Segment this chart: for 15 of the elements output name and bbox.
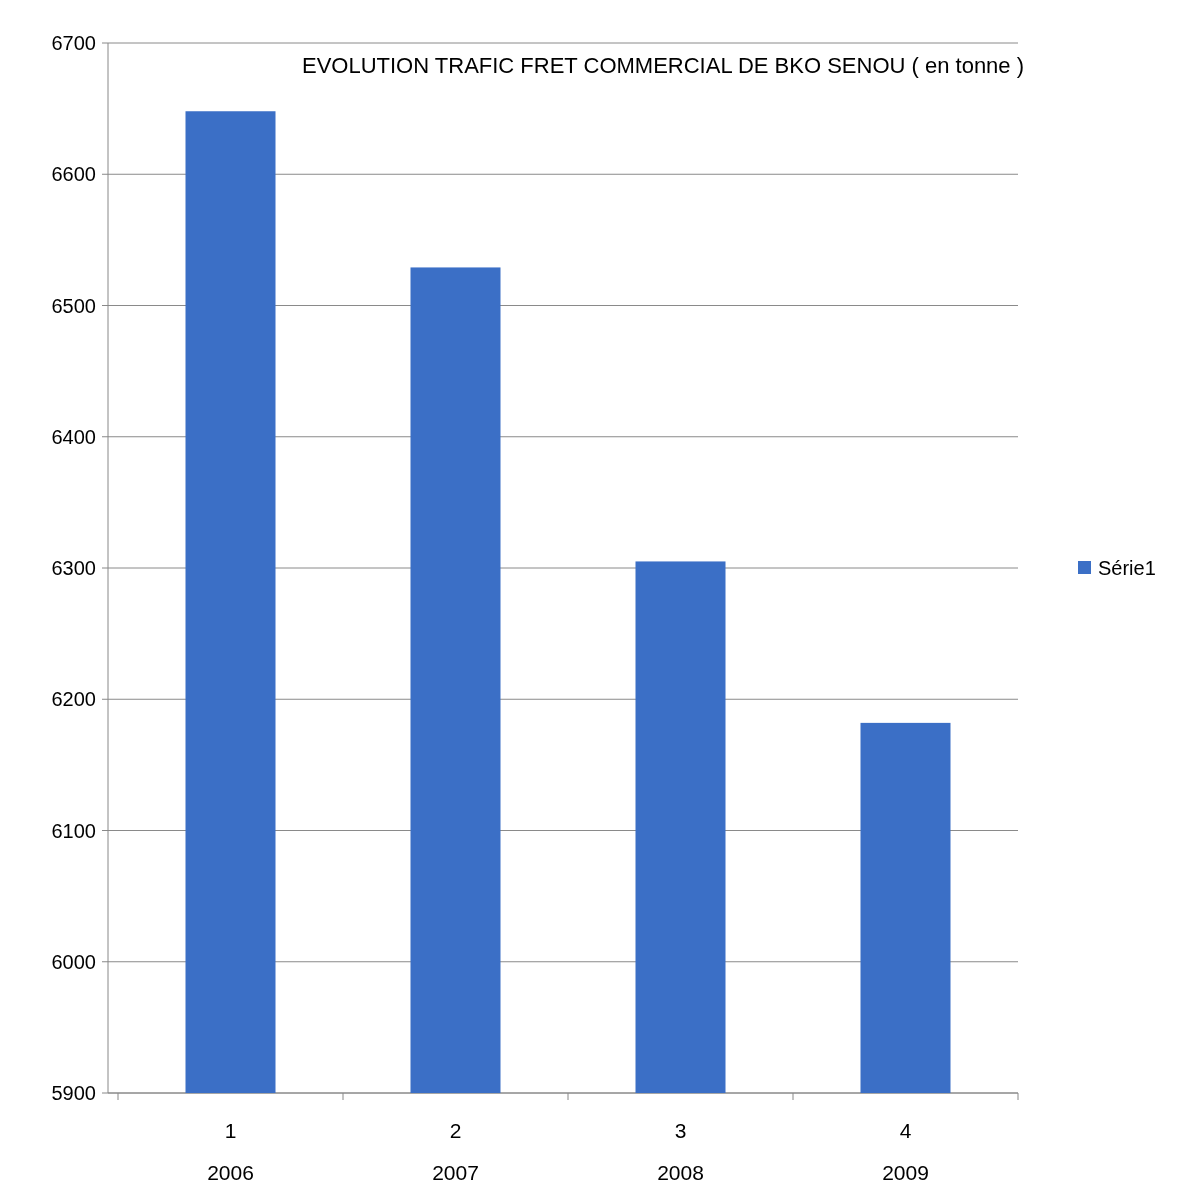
y-tick-label: 6300 [51, 557, 96, 579]
legend-label: Série1 [1098, 557, 1156, 579]
y-tick-label: 6600 [51, 163, 96, 186]
x-tick-label: 4 2009 [882, 1119, 929, 1184]
y-tick-label: 6000 [51, 950, 96, 973]
y-tick-label: 6400 [51, 425, 96, 448]
y-tick-label: 6200 [51, 688, 96, 711]
x-tick-label: 3 2008 [657, 1119, 704, 1184]
y-tick-label: 6700 [51, 32, 96, 54]
x-tick-label: 2 2007 [432, 1119, 479, 1184]
x-tick-label: 1 2006 [207, 1119, 254, 1184]
y-tick-label: 6500 [51, 294, 96, 317]
y-tick-label: 6100 [51, 819, 96, 842]
y-tick-label: 5900 [51, 1082, 96, 1104]
text: EVOLUTION TRAFIC FRET COMMERCIAL DE BKO SENOU ( en tonne ) [301, 53, 1025, 78]
